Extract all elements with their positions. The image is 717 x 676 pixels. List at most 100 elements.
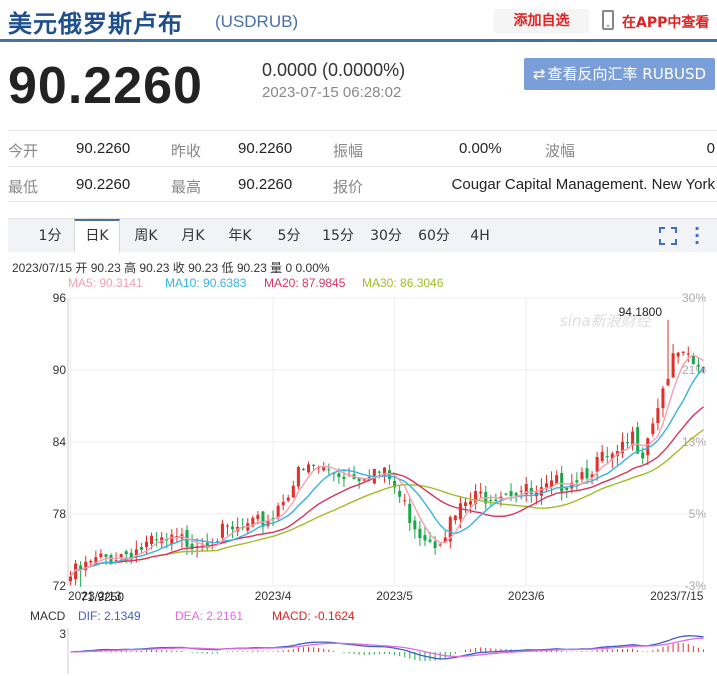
candle-body <box>686 353 690 355</box>
candle-body <box>377 471 381 473</box>
candle-body <box>79 565 83 571</box>
candle-body <box>696 364 700 367</box>
candle-body <box>646 438 650 456</box>
candle-body <box>281 501 285 506</box>
macd-title: MACD <box>30 609 66 623</box>
min-price-label: 71.9250 <box>81 590 125 604</box>
more-options-icon[interactable]: · · · <box>694 219 701 252</box>
candle-body <box>418 528 422 539</box>
candle-body <box>301 468 305 470</box>
candle-body <box>575 480 579 483</box>
tab-1min[interactable]: 1分 <box>38 228 62 244</box>
candle-body <box>413 520 417 530</box>
stats-row: 今开 90.2260 昨收 90.2260 振幅 0.00% 波幅 0 <box>8 130 717 166</box>
candle-body <box>398 490 402 497</box>
candle-body <box>524 483 528 495</box>
candle-body <box>636 427 640 454</box>
kline-chart[interactable]: 96 90 84 78 72 30% 21% 13% 5% -3% 2023/2/13 2023/4 2… <box>0 290 717 676</box>
stat-label-low: 最低 <box>8 178 39 196</box>
ma20-line <box>69 406 704 577</box>
candle-body <box>595 457 599 472</box>
candle-body <box>590 474 594 478</box>
candle-body <box>251 517 255 527</box>
fullscreen-icon[interactable] <box>659 227 677 245</box>
candle-body <box>69 576 73 582</box>
candle-body <box>393 481 397 488</box>
candle-body <box>499 496 503 499</box>
candle-body <box>322 466 326 471</box>
candle-body <box>139 546 143 550</box>
open-in-app-link[interactable]: 在APP中查看 <box>622 15 710 31</box>
candle-body <box>463 502 468 506</box>
candle-body <box>479 491 483 494</box>
candle-body <box>89 560 93 563</box>
candle-body <box>312 464 316 466</box>
stat-value-low: 90.2260 <box>76 176 131 193</box>
reverse-rate-button[interactable]: ⇄ 查看反向汇率 RUBUSD <box>524 58 715 90</box>
candle-body <box>504 493 508 495</box>
candle-body <box>170 534 174 545</box>
x-tick-label: 2023/7/15 <box>650 589 704 603</box>
tab-weekly-k[interactable]: 周K <box>134 228 158 244</box>
candle-body <box>84 561 88 571</box>
candle-body <box>539 487 543 496</box>
candle-body <box>676 352 680 357</box>
candle-body <box>453 515 457 521</box>
right-percent-tick: -3% <box>685 579 707 593</box>
candle-body <box>144 541 149 548</box>
candle-body <box>256 514 260 520</box>
dif-line <box>70 635 704 660</box>
right-percent-tick: 21% <box>682 363 706 377</box>
tab-5min[interactable]: 5分 <box>277 228 301 244</box>
candle-body <box>529 487 533 495</box>
candle-body <box>555 475 559 484</box>
stat-label-open: 今开 <box>8 142 39 160</box>
tab-30min[interactable]: 30分 <box>370 228 402 244</box>
candle-body <box>403 500 407 502</box>
x-tick-label: 2023/6 <box>508 589 545 603</box>
page-title: 美元俄罗斯卢布 <box>8 10 183 38</box>
right-percent-tick: 5% <box>689 507 707 521</box>
y-tick-label: 84 <box>53 435 67 449</box>
stat-label-prev-close: 昨收 <box>171 142 202 160</box>
tab-4h[interactable]: 4H <box>470 228 490 244</box>
candle-body <box>423 535 427 541</box>
candle-body <box>428 539 432 542</box>
stat-value-high: 90.2260 <box>238 176 293 193</box>
candle-body <box>474 491 478 504</box>
sina-watermark: sina新浪财经 <box>560 312 653 330</box>
ma10-line <box>69 367 705 577</box>
candle-body <box>134 549 138 557</box>
candle-body <box>220 523 224 538</box>
phone-icon <box>602 10 614 30</box>
candle-body <box>357 478 361 481</box>
macd-value-legend: MACD: -0.1624 <box>272 609 355 623</box>
ohlc-readout: 2023/07/15 开 90.23 高 90.23 收 90.23 低 90.… <box>12 261 330 275</box>
candle-body <box>514 492 518 496</box>
candle-body <box>458 503 462 520</box>
candle-body <box>124 551 128 555</box>
candle-body <box>448 517 452 542</box>
candle-body <box>286 497 290 501</box>
tab-15min[interactable]: 15分 <box>322 228 354 244</box>
tab-60min[interactable]: 60分 <box>418 228 450 244</box>
candle-body <box>327 469 331 471</box>
x-tick-label: 2023/5 <box>376 589 413 603</box>
candle-body <box>114 560 118 562</box>
candle-body <box>438 544 442 546</box>
stats-row: 最低 90.2260 最高 90.2260 报价 Cougar Capital … <box>8 166 717 202</box>
dea-line <box>70 637 704 658</box>
header: 美元俄罗斯卢布 (USDRUB) 添加自选 在APP中查看 <box>0 0 717 42</box>
candle-body <box>215 541 219 543</box>
right-percent-tick: 13% <box>682 435 706 449</box>
tab-monthly-k[interactable]: 月K <box>181 228 205 244</box>
add-watchlist-button[interactable]: 添加自选 <box>494 9 589 33</box>
tab-yearly-k[interactable]: 年K <box>228 228 252 244</box>
candle-body <box>625 442 630 444</box>
candle-body <box>605 455 609 457</box>
tab-daily-k[interactable]: 日K <box>74 219 120 253</box>
candle-body <box>610 453 614 459</box>
x-tick-label: 2023/4 <box>255 589 292 603</box>
candle-body <box>241 527 245 529</box>
candle-body <box>600 451 604 462</box>
